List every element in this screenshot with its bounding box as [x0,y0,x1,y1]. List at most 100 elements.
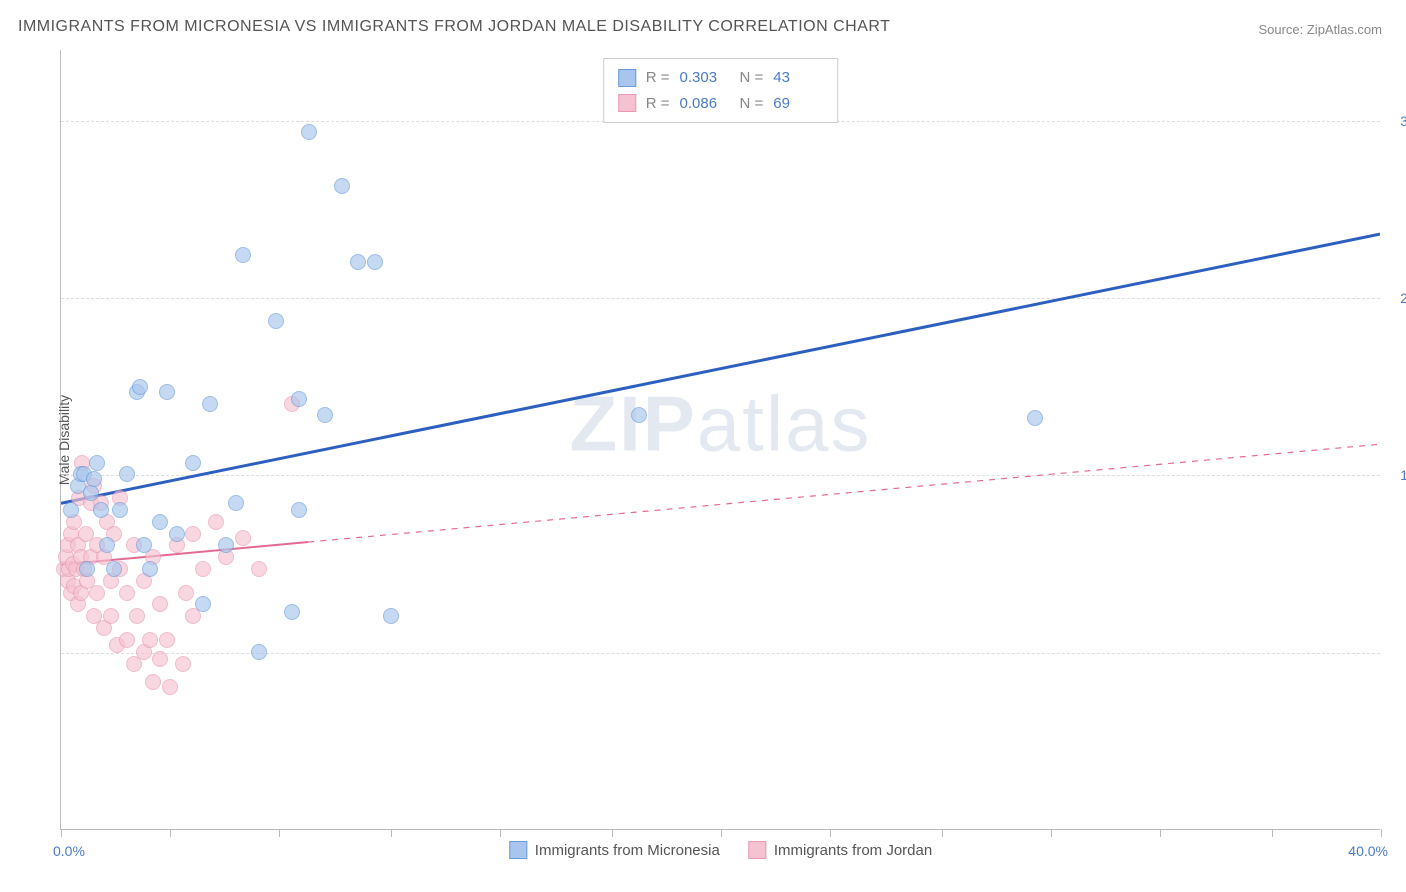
y-tick-label: 15.0% [1385,467,1406,483]
R-label: R = [646,65,670,91]
scatter-point [152,596,168,612]
N-value: 43 [773,65,823,91]
watermark-bold: ZIP [569,379,696,467]
y-tick-label: 7.5% [1385,645,1406,661]
scatter-point [228,495,244,511]
scatter-point [367,254,383,270]
x-tick [391,829,392,837]
N-label: N = [740,65,764,91]
scatter-point [235,530,251,546]
chart-plot-area: Male Disability ZIPatlas 7.5%15.0%22.5%3… [60,50,1380,830]
legend-series-label: Immigrants from Jordan [774,842,932,859]
scatter-point [208,514,224,530]
scatter-point [119,585,135,601]
y-tick-label: 30.0% [1385,113,1406,129]
scatter-point [89,455,105,471]
scatter-point [301,124,317,140]
scatter-point [119,632,135,648]
source-label: Source: ZipAtlas.com [1258,22,1382,37]
x-tick [1272,829,1273,837]
scatter-point [119,466,135,482]
scatter-point [178,585,194,601]
stats-legend-row: R = 0.303 N = 43 [618,65,824,91]
x-tick [1381,829,1382,837]
x-axis-label-left: 0.0% [53,843,85,859]
gridline [61,298,1380,299]
legend-series-label: Immigrants from Micronesia [535,842,720,859]
scatter-point [235,247,251,263]
scatter-point [268,313,284,329]
trend-lines-svg [61,50,1380,829]
y-axis-label: Male Disability [56,394,72,484]
scatter-point [106,561,122,577]
scatter-point [142,561,158,577]
stats-legend-box: R =0.303N =43R =0.086N =69 [603,58,839,123]
x-axis-label-right: 40.0% [1348,843,1388,859]
scatter-point [175,656,191,672]
scatter-point [63,502,79,518]
chart-title: IMMIGRANTS FROM MICRONESIA VS IMMIGRANTS… [18,18,890,36]
scatter-point [93,502,109,518]
scatter-point [169,526,185,542]
scatter-point [159,384,175,400]
scatter-point [129,608,145,624]
x-tick [612,829,613,837]
scatter-point [103,608,119,624]
source-prefix: Source: [1258,22,1306,37]
scatter-point [152,514,168,530]
bottom-legend: Immigrants from Micronesia Immigrants fro… [509,841,932,859]
scatter-point [185,526,201,542]
R-label: R = [646,91,670,117]
scatter-point [195,596,211,612]
legend-swatch [618,69,636,87]
x-tick [170,829,171,837]
source-value: ZipAtlas.com [1307,22,1382,37]
R-value: 0.303 [680,65,730,91]
scatter-point [291,391,307,407]
scatter-point [291,502,307,518]
N-label: N = [740,91,764,117]
x-tick [500,829,501,837]
scatter-point [251,644,267,660]
scatter-point [334,178,350,194]
scatter-point [86,471,102,487]
scatter-point [251,561,267,577]
x-tick [279,829,280,837]
scatter-point [218,537,234,553]
stats-legend-row: R =0.086N =69 [618,91,824,117]
scatter-point [152,651,168,667]
x-tick [721,829,722,837]
scatter-point [185,455,201,471]
x-tick [1051,829,1052,837]
R-value: 0.086 [680,91,730,117]
bottom-legend-item: Immigrants from Micronesia [509,841,720,859]
x-tick [830,829,831,837]
legend-swatch [748,841,766,859]
scatter-point [284,604,300,620]
y-tick-label: 22.5% [1385,290,1406,306]
scatter-point [83,485,99,501]
scatter-point [89,585,105,601]
scatter-point [136,537,152,553]
watermark: ZIPatlas [569,378,871,469]
scatter-point [350,254,366,270]
scatter-point [1027,410,1043,426]
scatter-point [132,379,148,395]
x-tick [1160,829,1161,837]
watermark-light: atlas [697,379,872,467]
legend-swatch [509,841,527,859]
legend-swatch [618,94,636,112]
scatter-point [142,632,158,648]
scatter-point [79,561,95,577]
scatter-point [112,502,128,518]
scatter-point [631,407,647,423]
gridline [61,475,1380,476]
scatter-point [195,561,211,577]
scatter-point [162,679,178,695]
scatter-point [383,608,399,624]
scatter-point [99,537,115,553]
x-tick [61,829,62,837]
bottom-legend-item: Immigrants from Jordan [748,841,932,859]
scatter-point [159,632,175,648]
scatter-point [317,407,333,423]
